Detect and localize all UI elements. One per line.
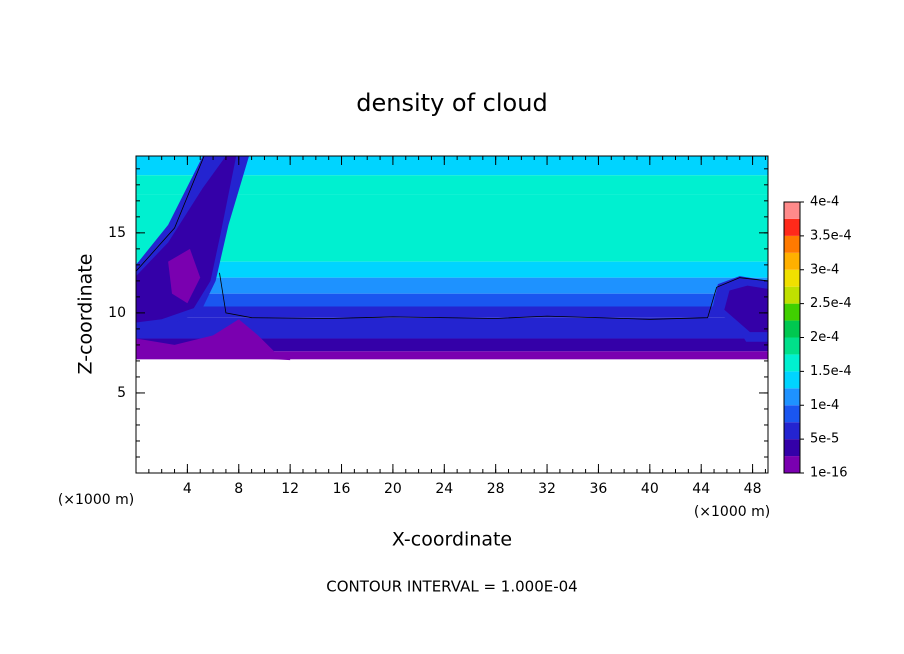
y-unit-label: (×1000 m) xyxy=(58,492,134,508)
y-tick-label: 5 xyxy=(117,385,126,401)
colorbar-tick-label: 2e-4 xyxy=(810,330,839,345)
x-tick-label: 4 xyxy=(183,481,192,497)
axes: 4 8 12 16 20 24 28 32 36 40 44 48510151e-165e-51e-4… xyxy=(108,155,852,497)
x-tick-label: 28 xyxy=(487,481,505,497)
colorbar-tick-label: 3e-4 xyxy=(810,262,839,277)
x-tick-label: 36 xyxy=(590,481,608,497)
x-tick-label: 32 xyxy=(538,481,556,497)
colorbar-segment xyxy=(784,286,800,304)
contour-band xyxy=(136,261,768,278)
colorbar-tick-label: 4e-4 xyxy=(810,195,839,210)
colorbar-segment xyxy=(784,320,800,338)
contour-line xyxy=(219,272,769,320)
y-tick-label: 10 xyxy=(108,305,126,321)
contour-band xyxy=(136,194,768,262)
contour-band xyxy=(136,317,768,339)
y-axis-label: Z-coordinate xyxy=(75,254,97,375)
contour-band xyxy=(136,156,768,176)
x-tick-label: 40 xyxy=(641,481,659,497)
colorbar-segment xyxy=(784,269,800,287)
x-axis-label: X-coordinate xyxy=(392,529,512,551)
plot-frame xyxy=(135,155,769,474)
contour-band xyxy=(136,338,768,352)
contour-band xyxy=(136,351,768,360)
colorbar-segment xyxy=(784,439,800,457)
x-tick-label: 48 xyxy=(744,481,762,497)
contour-field xyxy=(135,155,769,361)
annotation: CONTOUR INTERVAL = 1.000E-04 xyxy=(326,578,577,596)
colorbar-segment xyxy=(784,456,800,473)
y-tick-label: 15 xyxy=(108,225,126,241)
colorbar-segment xyxy=(784,388,800,406)
colorbar-segment xyxy=(784,218,800,236)
colorbar-segment xyxy=(784,252,800,270)
colorbar-tick-label: 5e-5 xyxy=(810,432,839,447)
colorbar-tick-label: 2.5e-4 xyxy=(810,296,852,311)
colorbar-tick-label: 3.5e-4 xyxy=(810,228,852,243)
plume-core xyxy=(168,248,201,304)
lower-edge xyxy=(136,319,291,361)
colorbar-tick-label: 1e-4 xyxy=(810,398,839,413)
chart-title: density of cloud xyxy=(356,89,547,117)
colorbar-segment xyxy=(784,303,800,321)
colorbar-segment xyxy=(784,405,800,423)
contour-band xyxy=(136,175,768,195)
x-tick-label: 20 xyxy=(384,481,402,497)
x-tick-label: 44 xyxy=(692,481,710,497)
colorbar-segment xyxy=(784,202,800,219)
colorbar-segment xyxy=(784,337,800,355)
colorbar-tick-label: 1e-16 xyxy=(810,466,848,481)
colorbar-tick-label: 1.5e-4 xyxy=(810,364,852,379)
contour-band xyxy=(136,293,768,307)
plume-inner xyxy=(136,156,237,323)
contour-band xyxy=(136,277,768,294)
x-tick-label: 8 xyxy=(234,481,243,497)
x-tick-label: 12 xyxy=(281,481,299,497)
x-unit-label: (×1000 m) xyxy=(694,504,770,520)
x-tick-label: 16 xyxy=(333,481,351,497)
colorbar-segment xyxy=(784,235,800,253)
colorbar-segment xyxy=(784,422,800,440)
edge-blob-inner xyxy=(724,285,768,333)
colorbar-segment xyxy=(784,354,800,372)
x-tick-label: 24 xyxy=(435,481,453,497)
colorbar-segment xyxy=(784,371,800,389)
contour-band xyxy=(136,306,768,318)
contour-line xyxy=(135,155,205,272)
